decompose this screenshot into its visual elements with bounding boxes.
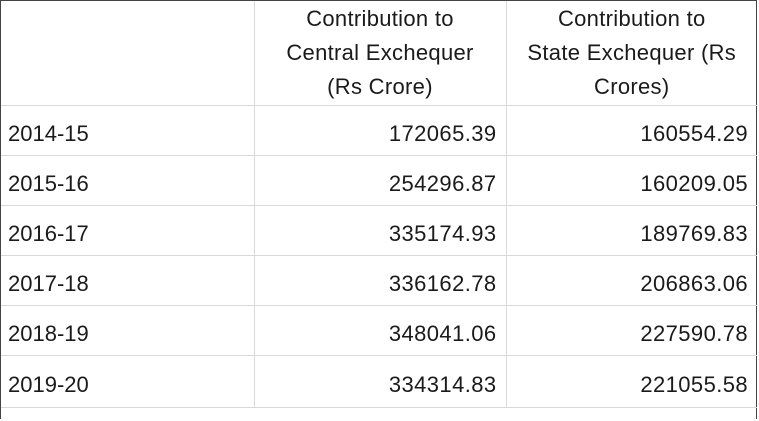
header-central-line-1: Contribution to xyxy=(306,6,454,31)
table-header: Contribution to Central Exchequer (Rs Cr… xyxy=(1,1,757,106)
header-row: Contribution to Central Exchequer (Rs Cr… xyxy=(1,1,757,106)
state-value-cell: 206863.06 xyxy=(506,255,757,306)
state-value-cell: 189769.83 xyxy=(506,205,757,256)
header-central-line-3: (Rs Crore) xyxy=(327,74,433,99)
central-value-cell: 334314.83 xyxy=(254,355,507,408)
state-value-cell: 227590.78 xyxy=(506,305,757,356)
table-row: 2018-19 348041.06 227590.78 xyxy=(1,305,757,356)
table-body: 2014-15 172065.39 160554.29 2015-16 2542… xyxy=(1,105,757,408)
table-row: 2017-18 336162.78 206863.06 xyxy=(1,255,757,306)
header-cell-state: Contribution to State Exchequer (Rs Cror… xyxy=(506,1,757,106)
header-state-line-2: State Exchequer (Rs xyxy=(527,40,737,65)
year-cell: 2019-20 xyxy=(1,355,255,408)
year-cell: 2016-17 xyxy=(1,205,255,256)
table-row: 2019-20 334314.83 221055.58 xyxy=(1,355,757,408)
contribution-table: Contribution to Central Exchequer (Rs Cr… xyxy=(1,1,757,408)
year-cell: 2018-19 xyxy=(1,305,255,356)
central-value-cell: 336162.78 xyxy=(254,255,507,306)
central-value-cell: 172065.39 xyxy=(254,105,507,156)
central-value-cell: 348041.06 xyxy=(254,305,507,356)
year-cell: 2014-15 xyxy=(1,105,255,156)
state-value-cell: 160554.29 xyxy=(506,105,757,156)
state-value-cell: 160209.05 xyxy=(506,155,757,206)
table-row: 2014-15 172065.39 160554.29 xyxy=(1,105,757,156)
year-cell: 2017-18 xyxy=(1,255,255,306)
header-central-line-2: Central Exchequer xyxy=(286,40,474,65)
header-state-line-3: Crores) xyxy=(594,74,670,99)
central-value-cell: 335174.93 xyxy=(254,205,507,256)
table-row: 2016-17 335174.93 189769.83 xyxy=(1,205,757,256)
header-cell-year xyxy=(1,1,255,106)
year-cell: 2015-16 xyxy=(1,155,255,206)
table-row: 2015-16 254296.87 160209.05 xyxy=(1,155,757,206)
header-cell-central: Contribution to Central Exchequer (Rs Cr… xyxy=(254,1,507,106)
state-value-cell: 221055.58 xyxy=(506,355,757,408)
central-value-cell: 254296.87 xyxy=(254,155,507,206)
header-state-line-1: Contribution to xyxy=(557,6,706,31)
